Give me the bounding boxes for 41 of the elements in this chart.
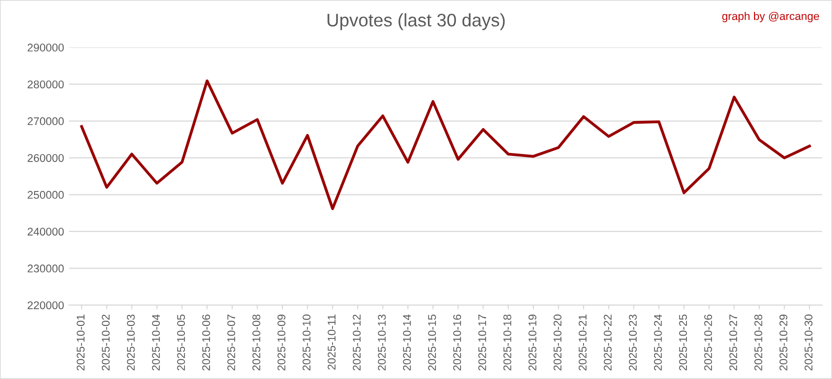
x-tick-label: 2025-10-03 bbox=[126, 314, 135, 370]
x-tick-label: 2025-10-28 bbox=[754, 314, 762, 370]
y-tick-label: 260000 bbox=[28, 154, 64, 162]
x-tick-label: 2025-10-02 bbox=[102, 314, 110, 370]
x-tick-label: 2025-10-17 bbox=[478, 314, 486, 370]
y-tick-label: 280000 bbox=[28, 80, 64, 88]
x-tick-label: 2025-10-30 bbox=[804, 314, 812, 370]
x-tick-label: 2025-10-24 bbox=[654, 314, 662, 370]
x-tick-label: 2025-10-19 bbox=[528, 314, 536, 370]
x-tick-label: 2025-10-05 bbox=[177, 314, 185, 370]
x-tick-label: 2025-10-14 bbox=[403, 314, 411, 370]
x-tick-label: 2025-10-09 bbox=[278, 314, 286, 370]
x-tick-label: 2025-10-21 bbox=[578, 314, 587, 370]
y-tick-label: 270000 bbox=[28, 117, 64, 126]
x-tick-label: 2025-10-01 bbox=[76, 314, 85, 370]
x-tick-label: 2025-10-25 bbox=[679, 314, 687, 370]
y-tick-label: 230000 bbox=[28, 264, 64, 272]
x-tick-label: 2025-10-22 bbox=[604, 314, 612, 370]
x-tick-label: 2025-10-18 bbox=[503, 314, 512, 370]
chart-title: Upvotes (last 30 days) bbox=[328, 13, 505, 30]
x-tick-label: 2025-10-08 bbox=[252, 314, 260, 370]
x-tick-label: 2025-10-06 bbox=[202, 314, 210, 370]
x-tick-label: 2025-10-23 bbox=[628, 314, 637, 370]
x-tick-label: 2025-10-27 bbox=[729, 314, 738, 370]
x-tick-label: 2025-10-15 bbox=[428, 314, 436, 370]
x-tick-label: 2025-10-11 bbox=[328, 314, 336, 370]
x-tick-label: 2025-10-16 bbox=[453, 314, 462, 370]
x-tick-label: 2025-10-07 bbox=[227, 314, 236, 370]
x-tick-label: 2025-10-12 bbox=[352, 314, 361, 370]
y-tick-label: 240000 bbox=[28, 228, 64, 236]
x-tick-label: 2025-10-10 bbox=[302, 314, 310, 370]
x-tick-label: 2025-10-04 bbox=[152, 314, 160, 370]
y-tick-label: 250000 bbox=[28, 190, 64, 199]
line-series bbox=[80, 79, 811, 210]
y-tick-label: 220000 bbox=[28, 301, 64, 310]
x-tick-label: 2025-10-29 bbox=[779, 314, 788, 370]
x-tick-label: 2025-10-26 bbox=[704, 314, 712, 370]
x-tick-label: 2025-10-20 bbox=[554, 314, 562, 370]
x-tick-label: 2025-10-13 bbox=[378, 314, 386, 370]
text: graph by @arcange bbox=[722, 12, 820, 22]
y-tick-label: 290000 bbox=[28, 44, 64, 52]
